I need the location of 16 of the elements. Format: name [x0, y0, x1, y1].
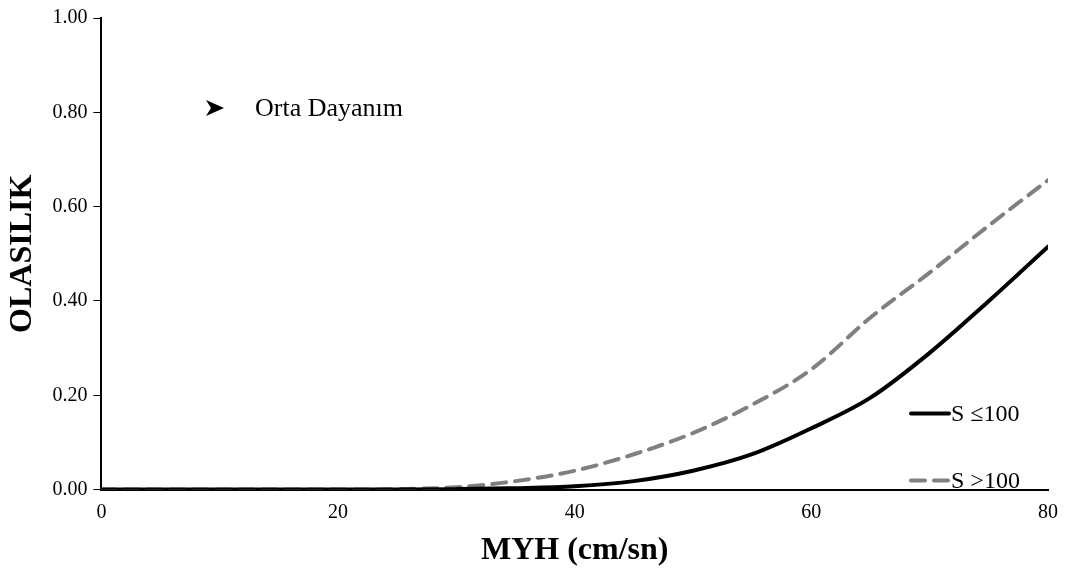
- y-tick-label: 1.00: [52, 5, 88, 28]
- x-tick-label: 80: [1038, 499, 1058, 522]
- x-tick-label: 40: [564, 499, 585, 522]
- x-tick-label: 0: [96, 499, 107, 522]
- y-tick-label: 0.60: [52, 193, 88, 216]
- y-tick-label: 0.20: [52, 382, 88, 405]
- y-tick-label: 0.40: [52, 288, 88, 311]
- legend-label: S >100: [951, 466, 1020, 493]
- annotation: Orta Dayanım: [255, 92, 404, 122]
- x-axis-title: MYH (cm/sn): [480, 530, 669, 567]
- y-axis-title: OLASILIK: [2, 174, 39, 333]
- y-tick-label: 0.80: [52, 99, 88, 122]
- legend-label: S ≤100: [951, 399, 1020, 426]
- y-tick-label: 0.00: [52, 476, 88, 499]
- x-tick-label: 60: [801, 499, 822, 522]
- x-tick-label: 20: [328, 499, 349, 522]
